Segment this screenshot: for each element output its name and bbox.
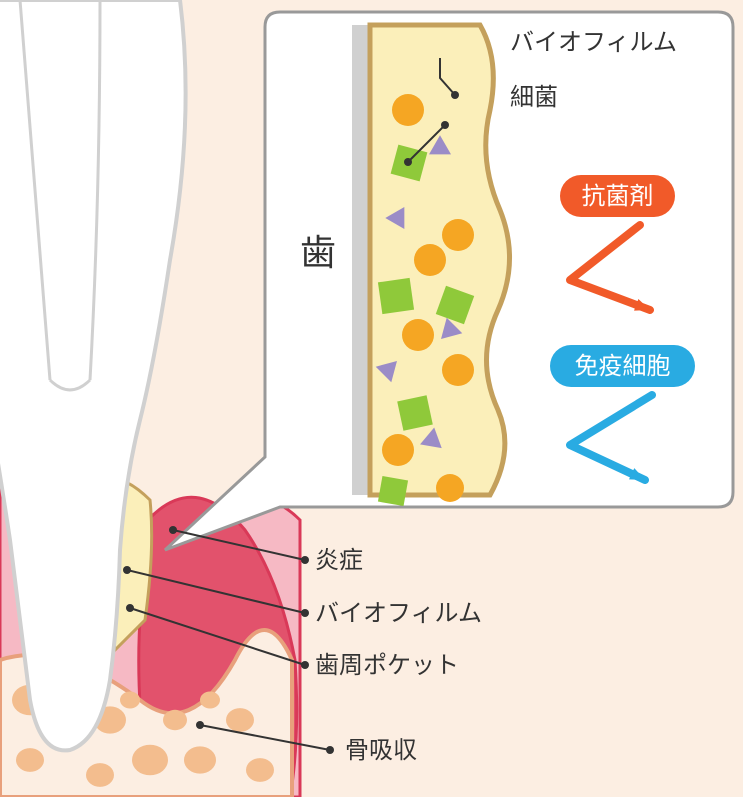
label-biofilm-top: バイオフィルム (510, 29, 677, 56)
tooth-label: 歯 (300, 232, 336, 273)
svg-text:抗菌剤: 抗菌剤 (582, 183, 654, 210)
svg-text:免疫細胞: 免疫細胞 (575, 353, 671, 380)
dental-diagram: 歯バイオフィルム細菌抗菌剤免疫細胞炎症バイオフィルム歯周ポケット骨吸収 (0, 0, 743, 797)
callout-tooth-surface (350, 25, 370, 495)
label-bacteria: 細菌 (510, 84, 558, 111)
label-inflammation: 炎症 (315, 547, 363, 574)
label-bone_resorption: 骨吸収 (345, 737, 417, 764)
label-pocket: 歯周ポケット (315, 652, 459, 679)
label-biofilm_mid: バイオフィルム (315, 600, 482, 627)
